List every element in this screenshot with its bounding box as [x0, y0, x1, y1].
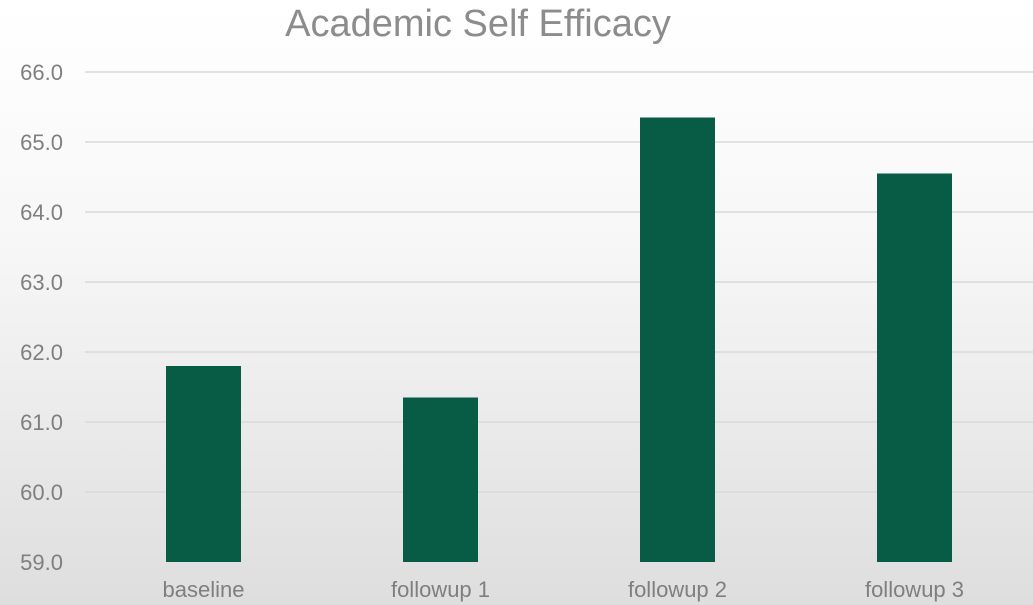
y-tick-label: 61.0 — [20, 410, 63, 435]
y-tick-label: 66.0 — [20, 60, 63, 85]
y-tick-label: 63.0 — [20, 270, 63, 295]
gridlines — [85, 71, 1033, 493]
y-tick-label: 62.0 — [20, 340, 63, 365]
x-category-label: followup 3 — [865, 577, 964, 602]
bar-followup-2 — [640, 117, 715, 562]
y-tick-label: 60.0 — [20, 480, 63, 505]
chart-title: Academic Self Efficacy — [285, 3, 671, 45]
y-axis-ticks: 59.0 60.0 61.0 62.0 63.0 64.0 65.0 66.0 — [20, 60, 63, 575]
x-category-label: baseline — [163, 577, 245, 602]
y-tick-label: 59.0 — [20, 550, 63, 575]
x-category-label: followup 2 — [628, 577, 727, 602]
x-category-label: followup 1 — [391, 577, 490, 602]
y-tick-label: 65.0 — [20, 130, 63, 155]
bar-followup-1 — [403, 397, 478, 562]
bar-baseline — [166, 366, 241, 562]
y-tick-label: 64.0 — [20, 200, 63, 225]
bars — [166, 117, 952, 562]
x-axis-categories: baseline followup 1 followup 2 followup 3 — [163, 577, 965, 602]
bar-followup-3 — [877, 173, 952, 562]
